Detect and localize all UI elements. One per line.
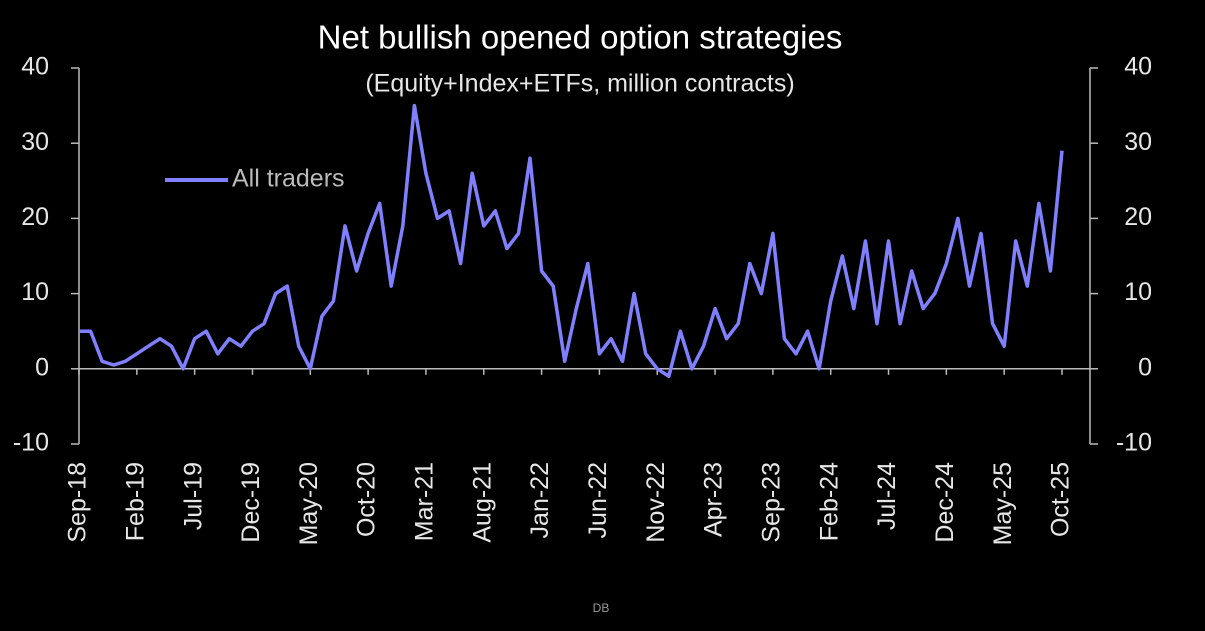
x-tick-label: Feb-24 (815, 462, 843, 541)
x-tick-label: May-25 (989, 462, 1017, 545)
source: DB (593, 601, 610, 615)
y2-tick-label: 20 (1124, 203, 1152, 231)
y-tick-label: 30 (21, 128, 49, 156)
y-tick-label: 10 (21, 278, 49, 306)
x-tick-label: Dec-19 (237, 462, 265, 543)
x-tick-label: Sep-23 (757, 462, 785, 543)
x-tick-label: Jun-22 (584, 462, 612, 538)
y-tick-label: 20 (21, 203, 49, 231)
y2-tick-label: 10 (1124, 278, 1152, 306)
x-tick-label: Oct-20 (353, 462, 381, 537)
x-tick-label: Feb-19 (121, 462, 149, 541)
x-tick-label: Jan-22 (526, 462, 554, 538)
y2-tick-label: 40 (1124, 53, 1152, 81)
series-line (79, 103, 1064, 379)
legend-label: All traders (232, 165, 345, 193)
x-tick-label: Jul-24 (873, 462, 901, 530)
x-tick-label: Oct-25 (1047, 462, 1075, 537)
y2-tick-label: 30 (1124, 128, 1152, 156)
chart-title: Net bullish opened option strategies (318, 19, 843, 56)
y-tick-label: 0 (35, 353, 49, 381)
x-tick-label: Dec-24 (931, 462, 959, 543)
y2-tick-label: 0 (1138, 353, 1152, 381)
x-tick-label: Aug-21 (468, 462, 496, 543)
x-tick-label: Sep-18 (64, 462, 92, 543)
x-tick-label: May-20 (295, 462, 323, 545)
x-tick-label: Nov-22 (642, 462, 670, 543)
x-tick-label: Jul-19 (179, 462, 207, 530)
y-tick-label: 40 (21, 53, 49, 81)
y-tick-label: -10 (13, 429, 49, 457)
y2-tick-label: -10 (1116, 429, 1152, 457)
x-tick-label: Apr-23 (700, 462, 728, 537)
chart-subtitle: (Equity+Index+ETFs, million contracts) (365, 70, 794, 98)
x-tick-label: Mar-21 (411, 462, 439, 541)
